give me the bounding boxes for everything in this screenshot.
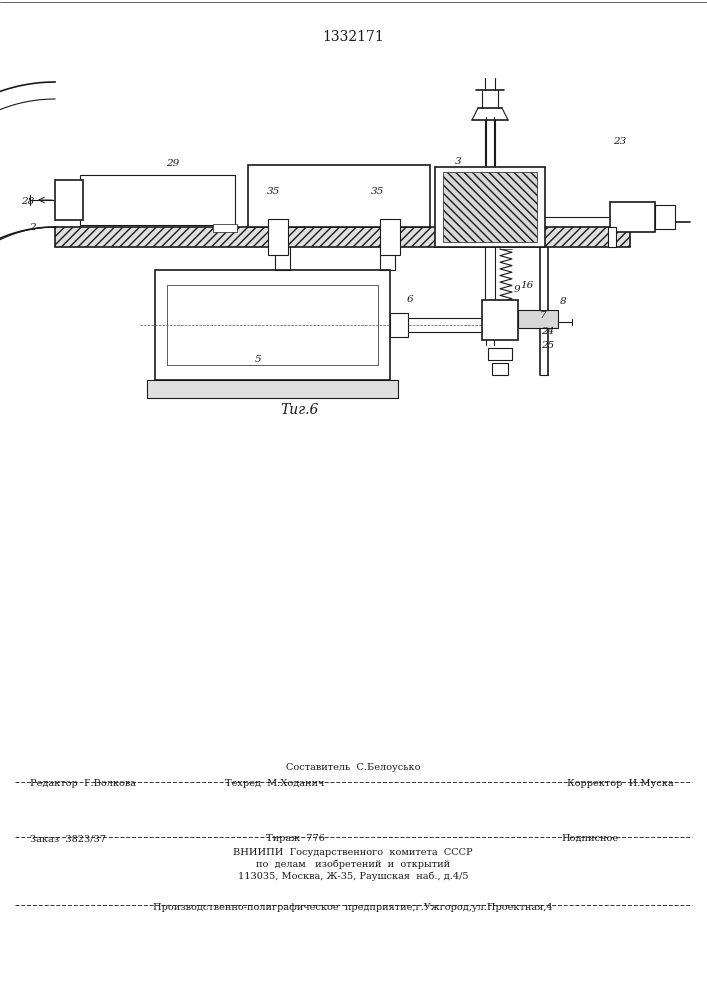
Text: по  делам   изобретений  и  открытий: по делам изобретений и открытий	[256, 859, 450, 869]
Bar	[518, 310, 558, 328]
Text: 9: 9	[514, 286, 520, 294]
Text: 16: 16	[520, 280, 534, 290]
Bar	[443, 172, 537, 242]
Text: Производственно-полиграфическое  предприятие,г.Ужгород,ул.Проектная,4: Производственно-полиграфическое предприя…	[153, 903, 553, 912]
Text: Τиг.6: Τиг.6	[281, 403, 319, 417]
Text: 7: 7	[539, 310, 547, 320]
Bar	[268, 219, 288, 255]
Text: 8: 8	[560, 298, 566, 306]
Text: Подписное: Подписное	[561, 834, 619, 843]
Text: Редактор  Г.Волкова: Редактор Г.Волкова	[30, 779, 136, 788]
Bar	[608, 227, 616, 247]
Bar	[167, 285, 378, 365]
Text: Корректор  И.Муска: Корректор И.Муска	[567, 779, 673, 788]
Text: 35: 35	[371, 188, 385, 196]
Text: Заказ  3823/37: Заказ 3823/37	[30, 834, 106, 843]
Bar	[55, 227, 630, 247]
Bar	[435, 167, 545, 247]
Text: 2: 2	[29, 223, 35, 232]
Text: 25: 25	[542, 340, 554, 350]
Bar	[248, 165, 430, 227]
Text: Тираж  776: Тираж 776	[266, 834, 325, 843]
Bar	[655, 205, 675, 229]
Text: 5: 5	[255, 356, 262, 364]
Bar	[80, 175, 235, 225]
Text: 6: 6	[407, 296, 414, 304]
Bar	[482, 300, 518, 340]
Text: Составитель  С.Белоусько: Составитель С.Белоусько	[286, 763, 420, 772]
Bar	[488, 348, 512, 360]
Text: 28: 28	[21, 198, 35, 207]
Text: 3: 3	[455, 157, 461, 166]
Text: 113035, Москва, Ж-35, Раушская  наб., д.4/5: 113035, Москва, Ж-35, Раушская наб., д.4…	[238, 871, 468, 881]
Text: 35: 35	[267, 188, 281, 196]
Bar	[390, 313, 408, 337]
Text: 23: 23	[614, 137, 626, 146]
Bar	[213, 224, 237, 232]
Text: Техред  М.Ходанич: Техред М.Ходанич	[226, 779, 325, 788]
Bar	[380, 219, 400, 255]
Text: 1332171: 1332171	[322, 30, 384, 44]
Bar	[147, 380, 398, 398]
Bar	[155, 270, 390, 380]
Bar	[610, 202, 655, 232]
Bar	[55, 180, 83, 220]
Bar	[492, 363, 508, 375]
Text: 24: 24	[542, 328, 554, 336]
Text: ВНИИПИ  Государственного  комитета  СССР: ВНИИПИ Государственного комитета СССР	[233, 848, 473, 857]
Text: 29: 29	[166, 159, 180, 168]
